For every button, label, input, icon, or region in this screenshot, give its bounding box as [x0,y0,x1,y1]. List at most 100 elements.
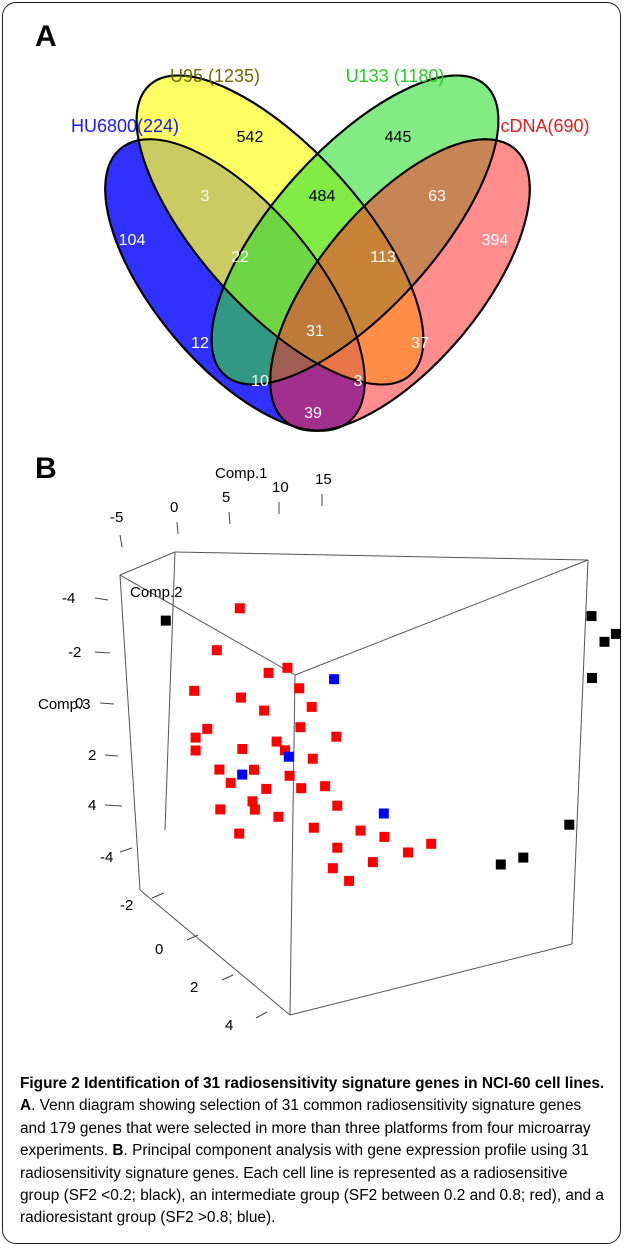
box-frame [119,551,589,1016]
comp3-tick-2: -2 [120,897,133,914]
comp1-tick-4: 10 [272,479,289,496]
point-series1-20 [296,783,307,794]
caption-figure-label: Figure 2 [20,1075,80,1092]
point-series1-22 [215,804,226,815]
comp1-axis: Comp.1 -5 0 5 10 15 [110,465,332,548]
set-label-cdna: cDNA(690) [500,116,589,136]
point-series1-14 [214,764,225,775]
point-series0-0 [586,611,597,622]
point-series0-5 [495,859,506,870]
point-series1-17 [320,781,331,792]
region-hu6800-cdna: 39 [304,405,322,422]
point-series1-6 [202,723,213,734]
point-series1-18 [225,777,236,788]
comp3-label: Comp.3 [38,696,91,713]
point-series1-4 [236,692,246,703]
region-u133-only: 445 [385,129,412,146]
comp3-tick-1: -4 [100,849,113,866]
point-series1-30 [426,838,437,849]
set-label-u133: U133 (1180) [346,66,445,86]
figure-caption: Figure 2 Identification of 31 radiosensi… [20,1073,610,1230]
point-series1-1 [211,645,222,656]
point-series1-39 [247,796,258,807]
region-u95-u133-cdna: 113 [370,249,396,266]
region-hu6800-only: 104 [119,232,146,249]
comp3-tick-3: 0 [155,941,163,958]
set-label-u95: U95 (1235) [170,66,260,86]
point-series1-37 [344,875,355,886]
comp2-tick-3: 0 [75,695,83,712]
point-series1-16 [284,770,295,781]
comp2-tick-2: -2 [68,644,81,661]
comp1-tick-3: 5 [222,489,230,506]
comp3-axis: Comp.3 -4 -2 0 2 4 [38,696,268,1034]
point-series1-24 [273,811,284,822]
comp2-tick-5: 4 [88,797,96,814]
comp2-label: Comp.2 [130,584,183,601]
panel-a-letter: A [35,20,57,53]
point-series1-5 [306,701,317,712]
point-series2-3 [378,808,389,819]
comp2-tick-1: -4 [62,590,75,607]
comp3-tick-5: 4 [225,1017,233,1034]
pca-3d-scatter: Comp.1 -5 0 5 10 15 Comp.2 -4 -2 0 2 4 C… [38,465,621,1034]
region-cdna-only: 394 [482,232,509,249]
point-series1-33 [263,667,274,678]
point-series1-12 [271,736,282,747]
point-series2-1 [283,751,294,762]
caption-part-a-label: A [20,1097,32,1115]
cdna-outline [269,138,531,432]
caption-part-a-text: . Venn diagram showing selection of 31 c… [20,1097,591,1160]
point-series1-31 [190,732,201,743]
set-label-hu6800: HU6800(224) [71,116,179,136]
comp2-tick-4: 2 [88,747,96,764]
venn-diagram: .ell { stroke:#000; stroke-width:2; } .r… [71,66,590,432]
point-series1-27 [379,831,390,842]
region-all-four: 31 [306,323,324,340]
point-series1-7 [259,705,270,716]
point-series1-25 [308,822,319,833]
region-u133-cdna: 63 [428,188,446,205]
point-series0-3 [587,673,597,683]
point-series1-13 [307,753,318,764]
point-series0-1 [610,628,621,639]
point-series1-26 [355,825,366,836]
point-series1-35 [367,857,378,868]
point-series2-2 [237,769,248,780]
point-series1-21 [332,800,343,811]
region-hu6800-u95: 3 [201,188,210,205]
comp1-label: Comp.1 [215,465,268,482]
u95-outline [135,74,425,386]
point-series1-34 [234,828,245,839]
region-hu6800-u133-cdna: 37 [411,335,429,352]
u133-outline [210,74,500,386]
point-series1-29 [403,847,413,858]
point-series1-10 [190,745,201,756]
point-series0-7 [160,615,171,626]
point-series0-2 [599,636,610,647]
comp3-tick-4: 2 [190,979,198,996]
point-series1-9 [331,731,342,742]
comp1-tick-5: 15 [315,471,332,488]
point-series0-4 [564,819,575,830]
point-series1-3 [189,685,200,696]
region-u95-u133-cdna-lower: 3 [354,373,363,390]
caption-part-b-text: . Principal component analysis with gene… [20,1142,604,1227]
comp2-axis: Comp.2 -4 -2 0 2 4 [62,584,183,814]
point-series1-8 [295,722,306,733]
data-points [160,603,621,886]
caption-part-b-label: B [112,1142,124,1160]
point-series1-19 [261,783,272,794]
hu6800-outline [104,138,366,432]
point-series1-32 [294,683,305,694]
panel-b-letter: B [35,452,57,485]
region-hu6800-u95-cdna-lower: 10 [251,373,269,390]
point-series1-23 [249,804,260,815]
point-series2-0 [329,674,340,685]
point-series1-15 [249,764,259,775]
point-series1-0 [234,603,245,614]
comp1-tick-2: 0 [170,499,178,516]
point-series1-28 [332,842,343,853]
point-series0-6 [518,852,529,863]
